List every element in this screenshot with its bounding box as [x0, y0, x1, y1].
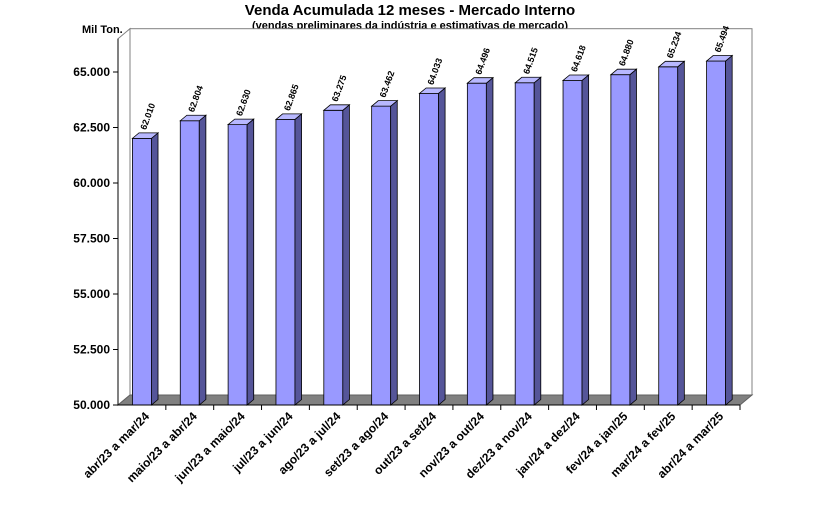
y-tick-label: 50.000 [73, 398, 110, 412]
y-tick-label: 65.000 [73, 65, 110, 79]
bar-front [706, 60, 726, 406]
y-tick-label: 57.500 [73, 232, 110, 246]
bar-top [514, 76, 542, 84]
bar-side [246, 118, 255, 406]
bar [131, 132, 160, 406]
bar-top [418, 87, 447, 94]
bar-side [677, 60, 685, 406]
bar [657, 60, 686, 406]
bar [418, 87, 447, 406]
bar-top [227, 118, 255, 126]
bar [179, 114, 207, 406]
bar [561, 74, 590, 406]
bar-front [514, 82, 535, 406]
bar-side [438, 87, 446, 406]
bar-top [657, 60, 686, 68]
bar-top [466, 77, 495, 84]
bar-top [561, 74, 590, 81]
bar [705, 54, 734, 406]
bar-top [179, 114, 207, 122]
bar-front [419, 93, 439, 406]
bar-side [151, 132, 159, 406]
bar [370, 99, 399, 406]
bar-top [609, 68, 638, 76]
bar-side [533, 76, 542, 406]
bar-front [562, 80, 583, 406]
bar-side [725, 54, 733, 406]
bar-series [131, 54, 734, 406]
bar-top [705, 55, 734, 62]
bar-top [131, 132, 160, 139]
bar-front [179, 120, 200, 406]
bar-side [485, 76, 494, 406]
bar-side [342, 103, 350, 406]
bar-top [370, 100, 399, 107]
bar [274, 113, 303, 406]
bar-side [294, 113, 302, 406]
bar-front [227, 124, 248, 406]
bar-front [132, 137, 152, 406]
bar [609, 68, 638, 406]
bar-front [275, 118, 296, 406]
y-tick-label: 62.500 [73, 121, 110, 135]
bar-side [390, 99, 398, 406]
y-axis: 50.000 52.500 55.000 57.500 60.000 62.500 65.0… [73, 38, 119, 412]
y-tick-label: 52.500 [73, 343, 110, 357]
y-tick-label: 60.000 [73, 176, 110, 190]
bar-front [610, 74, 631, 406]
bar-front [658, 66, 679, 406]
bar [227, 118, 255, 406]
chart-title: Venda Acumulada 12 meses - Mercado Inter… [244, 2, 576, 19]
side-wall [117, 27, 131, 407]
bar-side [629, 68, 637, 406]
bar-top [322, 104, 351, 111]
y-axis-unit-label: Mil Ton. [82, 24, 123, 36]
bar [466, 76, 495, 406]
bar-front [466, 82, 487, 406]
bar-front [371, 105, 392, 406]
bar [514, 76, 542, 406]
y-tick-label: 55.000 [73, 287, 110, 301]
bar-side [581, 74, 590, 406]
bar-front [323, 109, 344, 406]
bar [322, 103, 351, 406]
bar-top [274, 113, 303, 120]
bar-side [198, 114, 207, 406]
